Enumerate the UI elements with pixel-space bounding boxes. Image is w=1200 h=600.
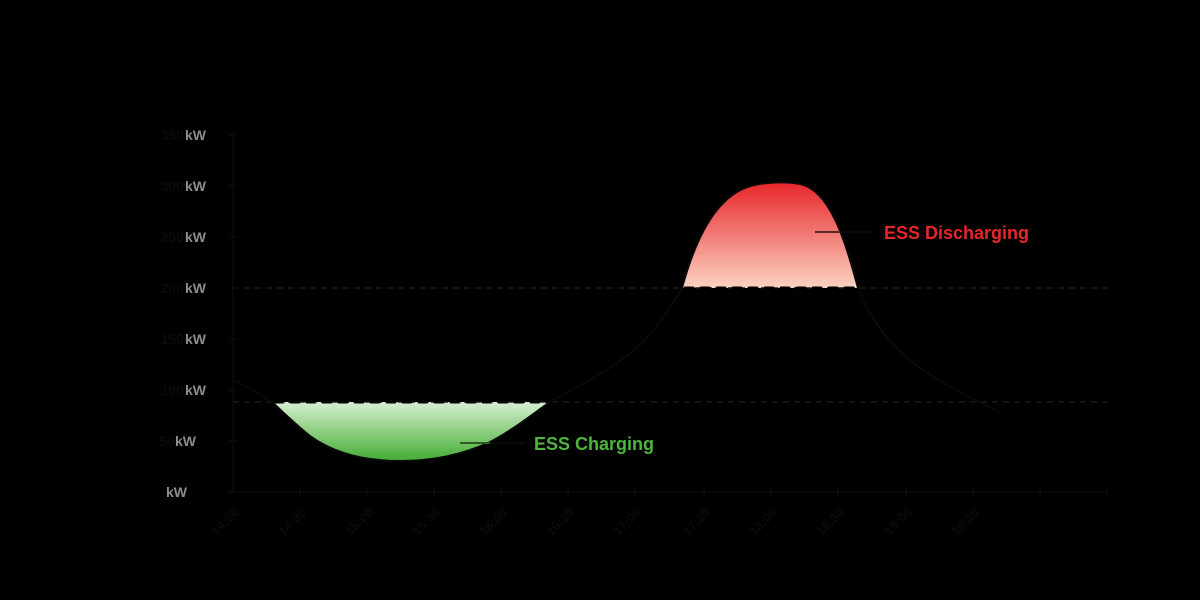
ess-charging-area	[272, 402, 550, 461]
ytick-300-unit: kW	[185, 178, 207, 194]
xtick-1700: 17:00	[610, 505, 644, 539]
x-tick-labels: 14:00 14:30 15:00 15:30 16:00 16:30 17:0…	[208, 505, 982, 539]
load-curve	[232, 181, 1001, 463]
xtick-1400: 14:00	[208, 505, 242, 539]
xtick-1430: 14:30	[275, 505, 309, 539]
ytick-300: 300	[161, 178, 185, 194]
ytick-0: 0	[173, 484, 181, 500]
ytick-150: 150	[161, 331, 185, 347]
ytick-200: 200	[161, 280, 185, 296]
ytick-50-unit: kW	[175, 433, 197, 449]
ytick-350: 350	[161, 127, 185, 143]
xtick-1800: 18:00	[746, 505, 780, 539]
ess-discharging-label: ESS Discharging	[884, 223, 1029, 243]
y-ticks	[228, 134, 238, 493]
ytick-150-unit: kW	[185, 331, 207, 347]
xtick-1630: 16:30	[543, 505, 577, 539]
xtick-1930: 19:30	[948, 505, 982, 539]
ytick-250: 250	[161, 229, 185, 245]
ytick-0-unit: kW	[166, 484, 188, 500]
ess-discharging-area	[682, 182, 858, 288]
ytick-350-unit: kW	[185, 127, 207, 143]
ess-charging-label: ESS Charging	[534, 434, 654, 454]
y-tick-labels: 0kW 50 kW 100 kW 150 kW 200 kW 250 kW 300 kW 3…	[159, 127, 206, 500]
ytick-50: 50	[159, 433, 175, 449]
ytick-200-unit: kW	[185, 280, 207, 296]
xtick-1530: 15:30	[409, 505, 443, 539]
ytick-100: 100	[161, 382, 185, 398]
xtick-1900: 19:00	[881, 505, 915, 539]
ytick-100-unit: kW	[185, 382, 207, 398]
xtick-1600: 16:00	[476, 505, 510, 539]
ytick-250-unit: kW	[185, 229, 207, 245]
xtick-1830: 18:30	[813, 505, 847, 539]
xtick-1500: 15:00	[342, 505, 376, 539]
xtick-1730: 17:30	[679, 505, 713, 539]
x-ticks	[299, 487, 1108, 497]
